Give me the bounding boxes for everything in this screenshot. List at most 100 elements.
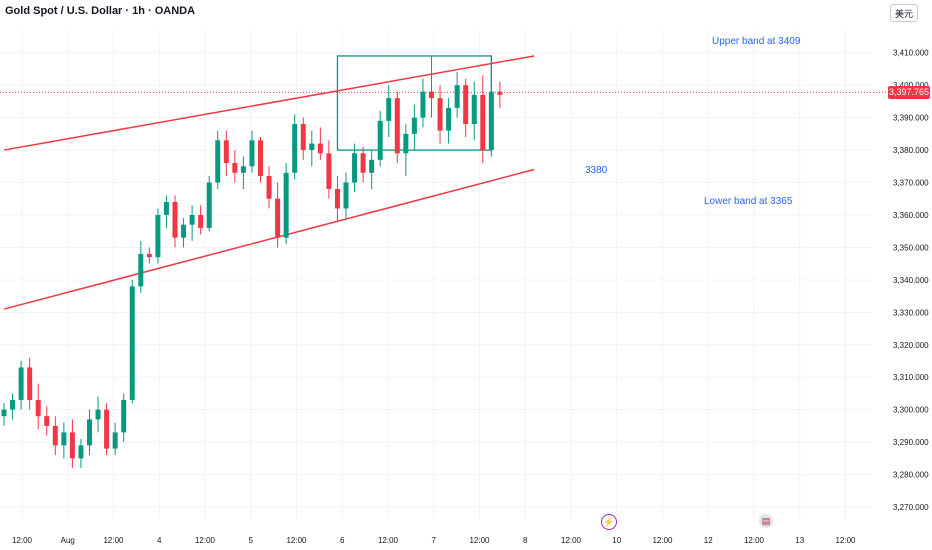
x-tick-label: 12:00 bbox=[744, 536, 765, 545]
y-tick-label: 3,400.000 bbox=[893, 81, 929, 90]
candle-body bbox=[95, 409, 101, 420]
candle-body bbox=[206, 182, 212, 228]
candle-body bbox=[437, 98, 443, 131]
candle-body bbox=[35, 399, 41, 417]
candle-body bbox=[309, 143, 315, 151]
candle-body bbox=[52, 425, 58, 446]
lower-channel-line[interactable] bbox=[3, 168, 535, 310]
candle-body bbox=[480, 94, 486, 151]
y-tick-label: 3,330.000 bbox=[893, 308, 929, 317]
candle-body bbox=[44, 416, 50, 426]
upper-band-label: Upper band at 3409 bbox=[712, 36, 801, 47]
candle-body bbox=[403, 133, 409, 154]
candle-body bbox=[360, 153, 366, 173]
x-tick-label: 8 bbox=[523, 536, 528, 545]
grid-layer bbox=[0, 30, 872, 520]
x-tick-label: 12:00 bbox=[561, 536, 582, 545]
candle-body bbox=[352, 153, 358, 183]
x-tick-label: 12:00 bbox=[652, 536, 673, 545]
candle-body bbox=[471, 94, 477, 125]
candle-body bbox=[69, 432, 75, 459]
us-flag-icon[interactable]: ▤ bbox=[759, 514, 773, 528]
axis-layer: 3,410.000 3,400.000 3,390.000 3,380.000 3,37… bbox=[12, 49, 929, 545]
x-tick-label: 12:00 bbox=[286, 536, 307, 545]
candle-body bbox=[463, 85, 469, 125]
candle-body bbox=[446, 107, 452, 131]
candle-body bbox=[61, 432, 67, 446]
y-tick-label: 3,300.000 bbox=[893, 406, 929, 415]
y-tick-label: 3,340.000 bbox=[893, 276, 929, 285]
upper-channel-line[interactable] bbox=[3, 55, 535, 151]
candle-body bbox=[266, 176, 272, 199]
candle-body bbox=[258, 140, 263, 177]
candle-body bbox=[87, 419, 92, 446]
candle-body bbox=[10, 399, 16, 410]
candle-body bbox=[300, 124, 306, 151]
candle-body bbox=[198, 214, 204, 228]
x-tick-label: 12:00 bbox=[195, 536, 216, 545]
candle-body bbox=[454, 85, 460, 108]
x-tick-label: 12:00 bbox=[835, 536, 856, 545]
x-tick-label: 12:00 bbox=[378, 536, 399, 545]
range-low-label: 3380 bbox=[585, 165, 608, 176]
candle-body bbox=[411, 117, 417, 134]
y-tick-label: 3,310.000 bbox=[893, 373, 929, 382]
lower-band-label: Lower band at 3365 bbox=[704, 196, 793, 207]
x-tick-label: 12:00 bbox=[469, 536, 490, 545]
candle-body bbox=[138, 253, 144, 287]
candle-body bbox=[334, 189, 340, 209]
candle-body bbox=[163, 201, 169, 215]
candle-body bbox=[317, 143, 323, 154]
y-tick-label: 3,270.000 bbox=[893, 503, 929, 512]
currency-button[interactable]: 美元 bbox=[890, 4, 918, 22]
candle-body bbox=[377, 120, 383, 160]
x-tick-label: 12:00 bbox=[103, 536, 124, 545]
candle-body bbox=[223, 140, 229, 164]
candle-body bbox=[146, 253, 152, 258]
candle-body bbox=[429, 91, 434, 99]
y-tick-label: 3,360.000 bbox=[893, 211, 929, 220]
x-tick-label: 10 bbox=[612, 536, 621, 545]
y-tick-label: 3,380.000 bbox=[893, 146, 929, 155]
candle-body bbox=[369, 159, 375, 173]
candle-body bbox=[326, 153, 332, 190]
x-tick-label: 6 bbox=[340, 536, 345, 545]
candle-body bbox=[121, 399, 127, 433]
candle-body bbox=[386, 98, 392, 121]
candle-body bbox=[249, 140, 255, 167]
x-tick-label: 13 bbox=[795, 536, 804, 545]
y-tick-label: 3,290.000 bbox=[893, 438, 929, 447]
y-tick-label: 3,280.000 bbox=[893, 471, 929, 480]
y-tick-label: 3,350.000 bbox=[893, 243, 929, 252]
candle-body bbox=[275, 198, 281, 238]
candle-body bbox=[189, 214, 195, 225]
candle-body bbox=[112, 432, 118, 449]
candle-body bbox=[18, 367, 24, 400]
candle-body bbox=[394, 98, 400, 154]
x-tick-label: 12 bbox=[704, 536, 713, 545]
candle-body bbox=[497, 91, 503, 95]
candle-body bbox=[181, 224, 187, 238]
y-tick-label: 3,390.000 bbox=[893, 114, 929, 123]
candle-body bbox=[420, 91, 426, 118]
candle-body bbox=[1, 409, 7, 417]
y-tick-label: 3,410.000 bbox=[893, 49, 929, 58]
lightning-icon[interactable]: ⚡ bbox=[601, 514, 617, 530]
candle-body bbox=[215, 140, 221, 183]
current-price-tag: 3,397.765 bbox=[888, 86, 930, 99]
candle-body bbox=[292, 124, 298, 173]
candle-body bbox=[104, 409, 110, 449]
y-tick-label: 3,370.000 bbox=[893, 179, 929, 188]
x-tick-label: Aug bbox=[61, 536, 75, 545]
candle-body bbox=[232, 163, 238, 173]
candle-layer bbox=[1, 55, 503, 469]
candle-body bbox=[343, 182, 349, 209]
candle-body bbox=[283, 172, 289, 238]
x-tick-label: 12:00 bbox=[12, 536, 33, 545]
x-tick-label: 5 bbox=[249, 536, 254, 545]
chart-title: Gold Spot / U.S. Dollar · 1h · OANDA bbox=[5, 5, 196, 17]
candle-body bbox=[488, 91, 494, 151]
candle-body bbox=[155, 214, 161, 258]
candle-body bbox=[27, 367, 33, 400]
